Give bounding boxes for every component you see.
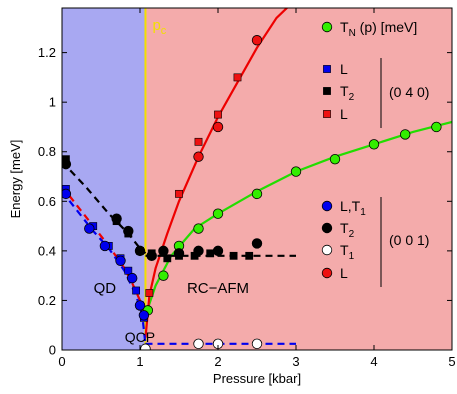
point-series-3-1 <box>175 189 183 198</box>
point-series-3-3 <box>214 110 222 119</box>
x-tick-label-3: 3 <box>292 354 299 369</box>
point-series-0-1 <box>158 270 169 281</box>
y-tick-label-6: 1.2 <box>38 45 56 60</box>
critical-pressure-label: pc <box>152 17 166 37</box>
y-tick-label-5: 1 <box>49 95 56 110</box>
point-series-4-5 <box>134 300 146 311</box>
legend-tn-label: TN (p) [meV] <box>340 19 417 39</box>
point-series-2-5 <box>163 254 172 263</box>
x-tick-label-4: 4 <box>370 354 377 369</box>
y-tick-label-2: 0.4 <box>38 243 56 258</box>
x-tick-label-0: 0 <box>58 354 65 369</box>
point-series-1-5 <box>132 286 140 295</box>
point-series-0-10 <box>431 121 442 133</box>
point-series-1-4 <box>124 266 133 275</box>
region-label-qd: QD <box>94 280 117 297</box>
point-series-0-4 <box>212 208 224 219</box>
point-series-7-0 <box>193 151 204 162</box>
legend-001-marker-3 <box>321 267 333 279</box>
data-points <box>62 35 442 350</box>
point-series-0-5 <box>251 188 263 200</box>
y-tick-label-0: 0 <box>49 343 56 358</box>
legend-001-label-1: T2 <box>340 220 355 240</box>
legend-001-marker-2 <box>321 244 333 256</box>
point-series-5-0 <box>62 158 72 170</box>
point-series-5-1 <box>111 213 122 224</box>
axes: 0 1 2 3 4 5 0 0.2 0.4 0.6 0.8 1 1.2 <box>38 8 456 369</box>
plot-frame <box>61 7 453 351</box>
point-series-5-5 <box>158 245 169 257</box>
point-series-5-8 <box>212 245 224 257</box>
plot-regions <box>62 8 452 350</box>
point-series-2-8 <box>206 249 215 258</box>
point-series-5-9 <box>251 238 263 249</box>
point-series-4-0 <box>62 188 72 200</box>
legend-001-marker-0 <box>321 200 333 212</box>
y-axis-label: Energy [meV] <box>8 140 23 219</box>
point-series-5-2 <box>123 225 134 237</box>
point-series-5-6 <box>173 248 185 259</box>
point-series-2-10 <box>245 251 254 260</box>
legend-001-group-label: (0 0 1) <box>389 232 429 248</box>
point-series-5-4 <box>146 250 157 262</box>
point-series-4-1 <box>84 223 95 234</box>
fit-curve-5 <box>62 160 147 255</box>
legend-tn-marker <box>321 21 333 33</box>
legend-001-label-2: T1 <box>340 242 355 262</box>
fit-curve-2 <box>62 185 147 316</box>
legend-001-label-3: L <box>340 265 348 281</box>
point-series-4-3 <box>115 255 126 266</box>
region-qd <box>62 8 146 350</box>
x-tick-label-1: 1 <box>136 354 143 369</box>
legend-001-marker-1 <box>321 222 333 234</box>
point-series-4-4 <box>126 272 138 284</box>
point-series-4-6 <box>138 310 150 321</box>
point-series-0-7 <box>329 153 341 165</box>
region-afm <box>145 8 452 350</box>
point-series-6-1 <box>193 338 204 350</box>
point-series-5-7 <box>193 245 204 257</box>
pc-label-sub: c <box>161 25 167 37</box>
y-tick-label-4: 0.8 <box>38 144 56 159</box>
legend-001-label-0: L,T1 <box>340 198 366 218</box>
x-tick-label-5: 5 <box>448 354 455 369</box>
point-series-2-9 <box>229 251 238 260</box>
point-series-3-4 <box>233 73 242 82</box>
point-series-6-0 <box>140 343 151 350</box>
y-tick-label-3: 0.6 <box>38 194 56 209</box>
legend-040-group-label: (0 4 0) <box>389 84 429 100</box>
point-series-7-1 <box>212 121 224 133</box>
point-series-0-9 <box>400 129 411 140</box>
point-series-6-3 <box>251 338 263 350</box>
legend-040-marker-2 <box>323 110 331 118</box>
point-series-3-0 <box>145 289 154 297</box>
point-series-3-2 <box>194 137 203 146</box>
point-series-5-3 <box>134 245 146 257</box>
legend-040-marker-1 <box>323 87 331 95</box>
region-label-rc-afm: RC−AFM <box>187 280 249 297</box>
legend-040-label-0: L <box>340 61 348 77</box>
legend-040-label-2: L <box>340 106 348 122</box>
legend-040-label-1: T2 <box>340 83 355 103</box>
legend-040-marker-0 <box>323 65 331 73</box>
x-axis-label: Pressure [kbar] <box>213 371 301 386</box>
point-series-0-8 <box>368 139 380 150</box>
point-series-0-6 <box>290 166 302 177</box>
point-series-7-2 <box>251 35 263 46</box>
point-series-4-2 <box>99 240 111 252</box>
point-series-0-3 <box>193 223 204 234</box>
qcp-annotation: QCP <box>125 329 155 345</box>
y-tick-label-1: 0.2 <box>38 293 56 308</box>
x-tick-label-2: 2 <box>214 354 221 369</box>
pc-label-main: p <box>152 17 160 34</box>
